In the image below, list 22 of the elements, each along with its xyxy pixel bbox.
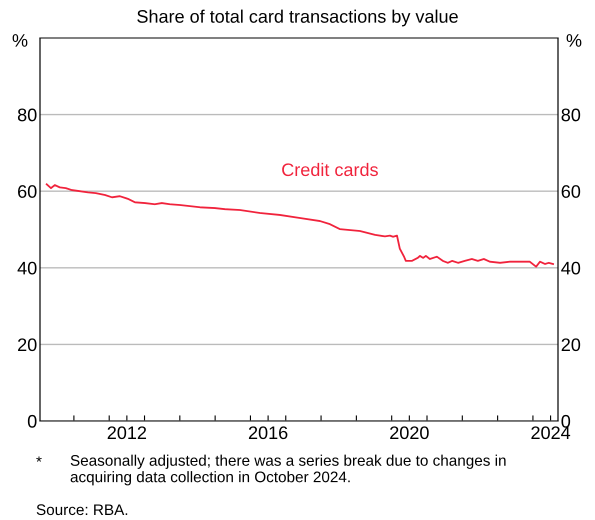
- source-note: Source: RBA.: [36, 504, 128, 516]
- x-tick-label: 2020: [390, 426, 429, 440]
- text: *: [36, 456, 42, 462]
- y2-tick-label: 40: [561, 262, 580, 275]
- y-tick-label: 0: [28, 414, 37, 428]
- y2-tick-label: 80: [562, 108, 580, 122]
- text: Seasonally adjusted; there was a series break due to changes in acquiring data collection in October 2024.: [70, 454, 506, 486]
- y2-axis-title: %: [566, 34, 582, 47]
- y2-tick-label: 20: [562, 338, 580, 352]
- text: Credit cards: [282, 162, 378, 176]
- y-tick-label: 40: [18, 262, 37, 275]
- y-tick-label: 80: [18, 108, 37, 122]
- y-tick-label: 60: [18, 185, 37, 198]
- y2-tick-label: 0: [561, 414, 570, 428]
- y-tick-label: 20: [18, 338, 37, 352]
- x-tick-label: 2012: [108, 426, 146, 440]
- y-axis-title: %: [12, 34, 28, 47]
- x-tick-label: 2016: [248, 426, 288, 440]
- x-tick-label: 2024: [531, 426, 570, 440]
- chart-title: Share of total card transactions by value: [137, 10, 458, 26]
- y2-tick-label: 60: [562, 185, 580, 198]
- line-series: [46, 183, 554, 268]
